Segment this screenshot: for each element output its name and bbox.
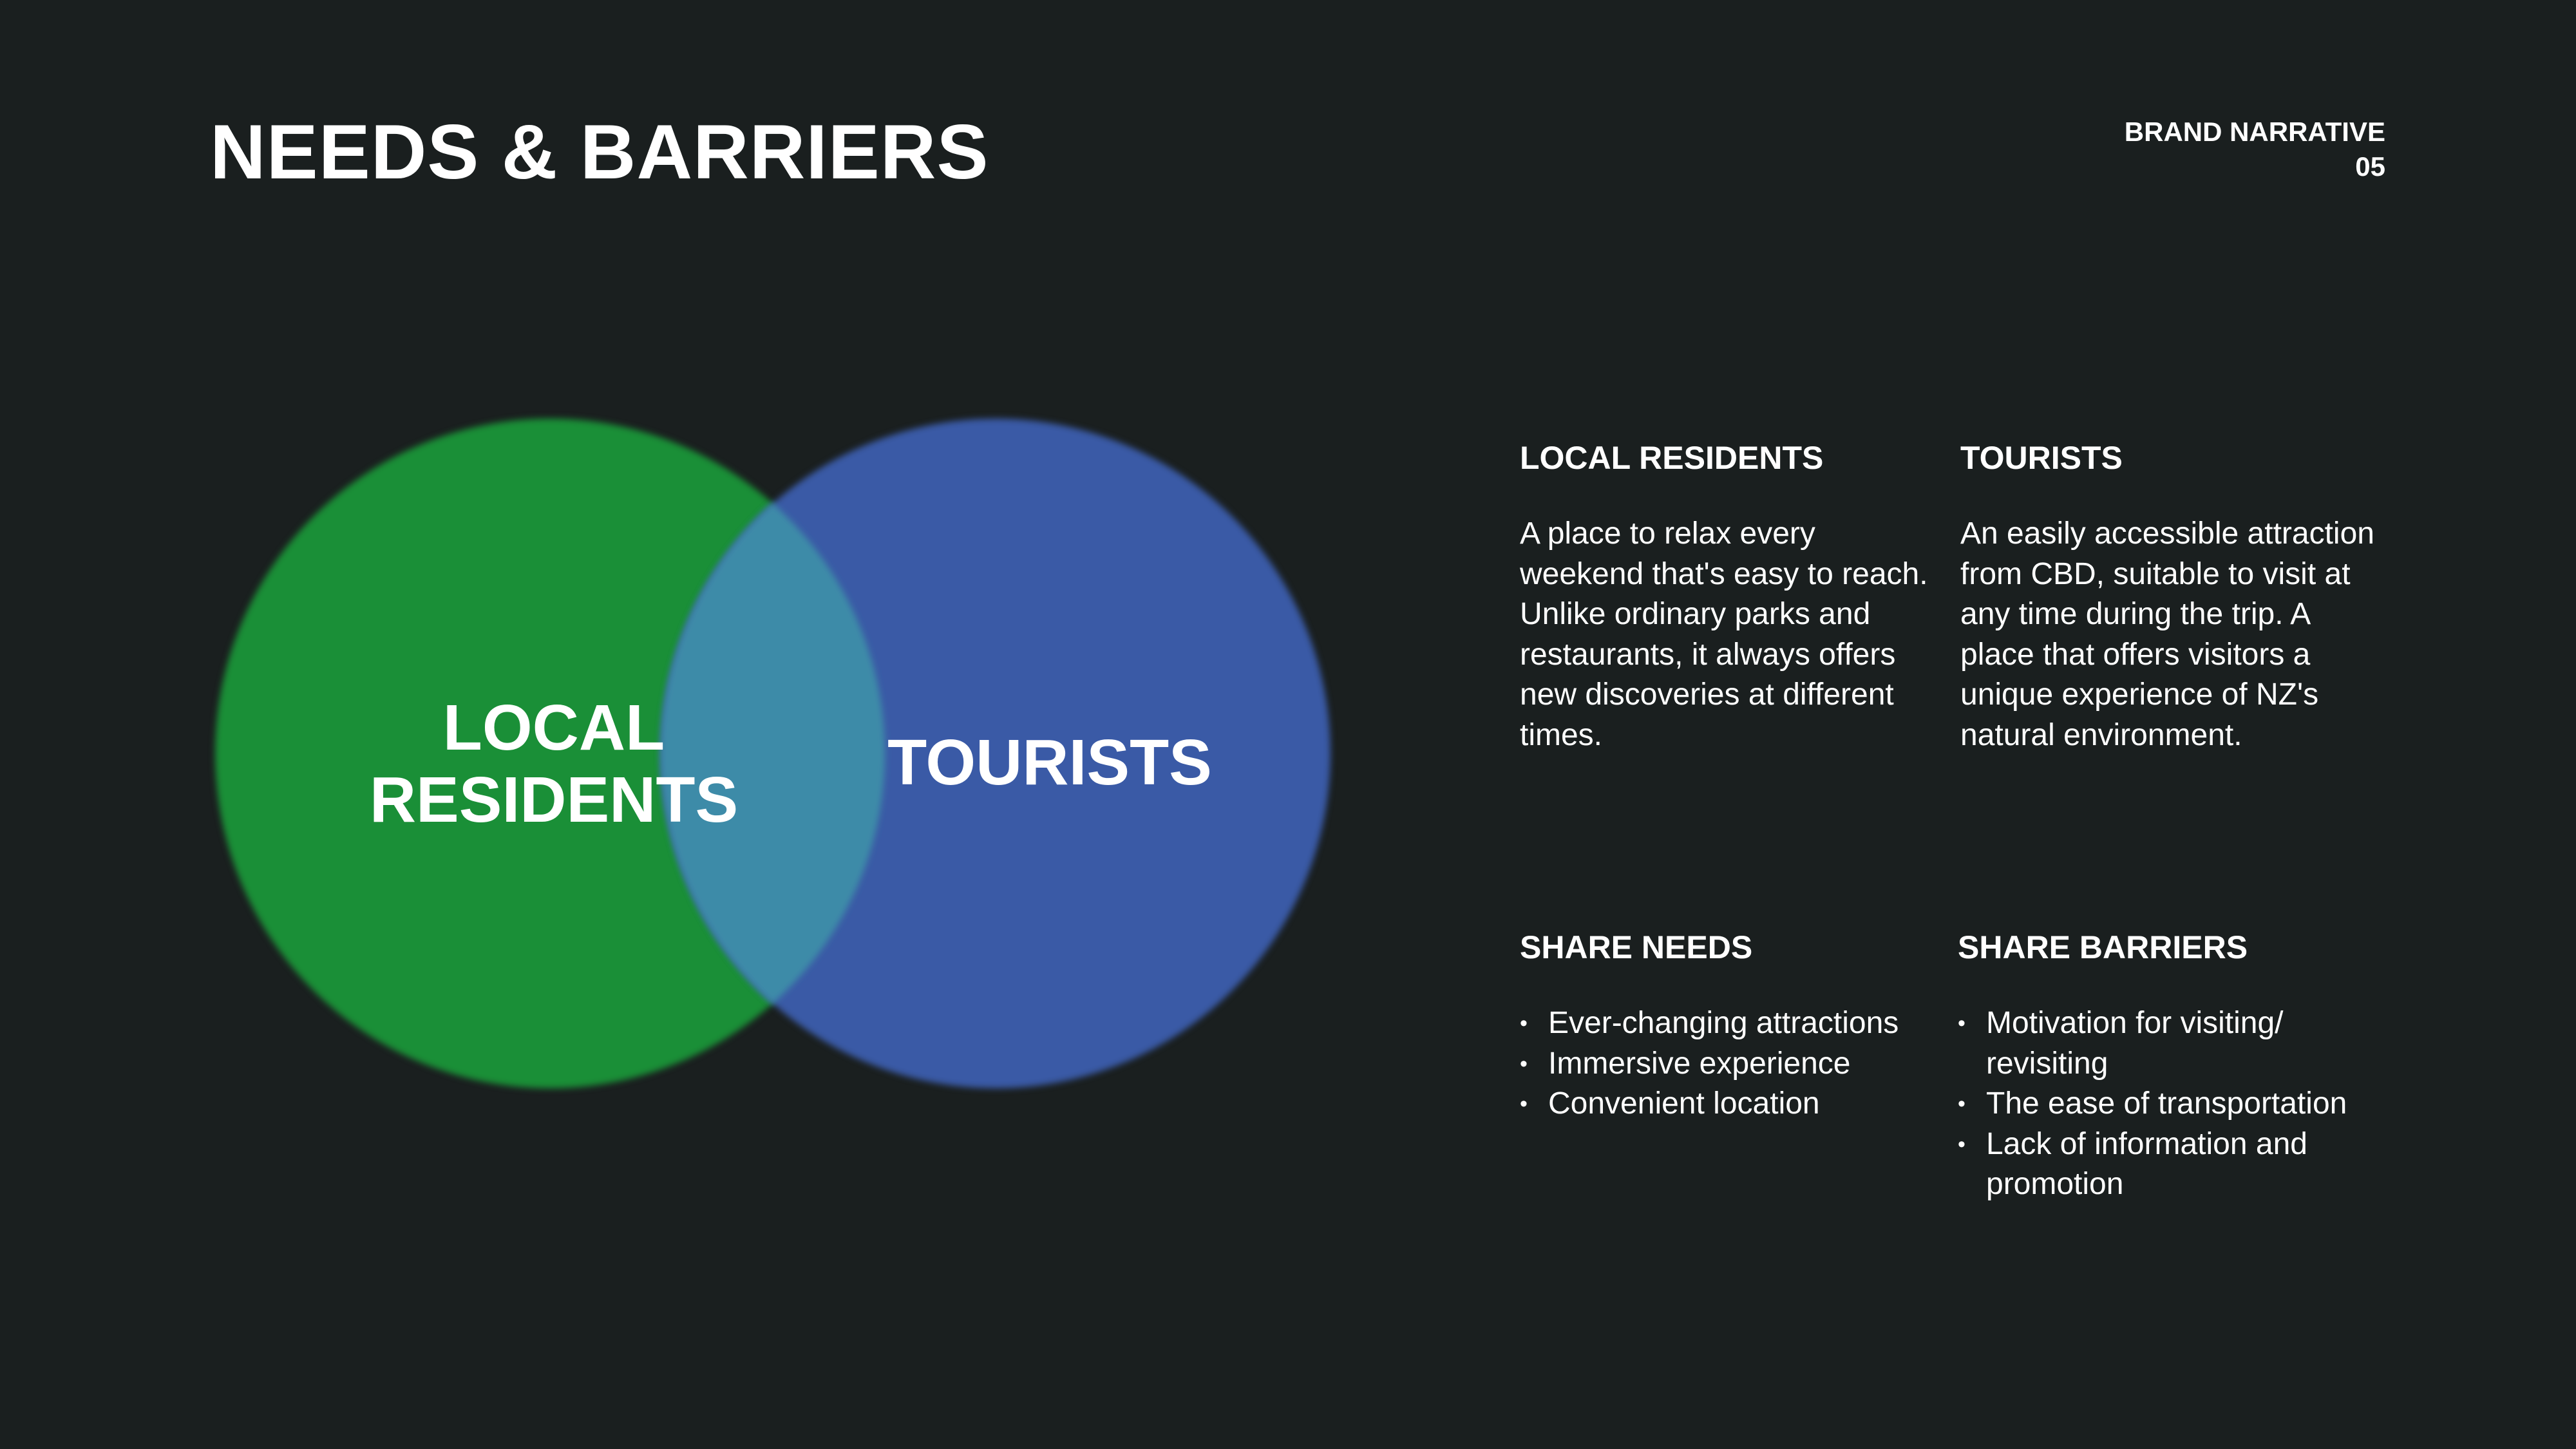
list-item: Ever-changing attractions [1520,1003,1932,1044]
local-residents-heading: LOCAL RESIDENTS [1520,440,1824,476]
list-item: Convenient location [1520,1084,1932,1124]
venn-label-local-line1: LOCAL [442,692,665,764]
venn-label-local-residents: LOCAL RESIDENTS [328,692,779,836]
share-needs-heading: SHARE NEEDS [1520,929,1753,965]
tourists-text: An easily accessible attraction from CBD… [1960,516,2374,752]
page-title: NEEDS & BARRIERS [210,109,989,195]
venn-diagram: LOCAL RESIDENTS TOURISTS [206,412,1340,1095]
share-barriers-list: Motivation for visiting/ revisiting The … [1958,1003,2409,1205]
list-item: Immersive experience [1520,1044,1932,1084]
section-tag: BRAND NARRATIVE 05 [2125,115,2385,184]
share-needs-list: Ever-changing attractions Immersive expe… [1520,1003,1932,1124]
venn-label-tourists: TOURISTS [887,726,1212,799]
share-needs-block: SHARE NEEDS Ever-changing attractions Im… [1520,931,1932,1124]
list-item: The ease of transportation [1958,1084,2409,1124]
tourists-block: TOURISTS An easily accessible attraction… [1960,442,2385,755]
local-residents-block: LOCAL RESIDENTS A place to relax every w… [1520,442,1932,755]
list-item: Lack of information and promotion [1958,1124,2409,1205]
venn-label-local-line2: RESIDENTS [369,764,739,836]
local-residents-text: A place to relax every weekend that's ea… [1520,516,1928,752]
section-number: 05 [2355,151,2385,182]
tourists-heading: TOURISTS [1960,440,2123,476]
share-barriers-block: SHARE BARRIERS Motivation for visiting/ … [1958,931,2409,1205]
list-item: Motivation for visiting/ revisiting [1958,1003,2409,1084]
section-name: BRAND NARRATIVE [2124,117,2385,147]
share-barriers-heading: SHARE BARRIERS [1958,929,2248,965]
